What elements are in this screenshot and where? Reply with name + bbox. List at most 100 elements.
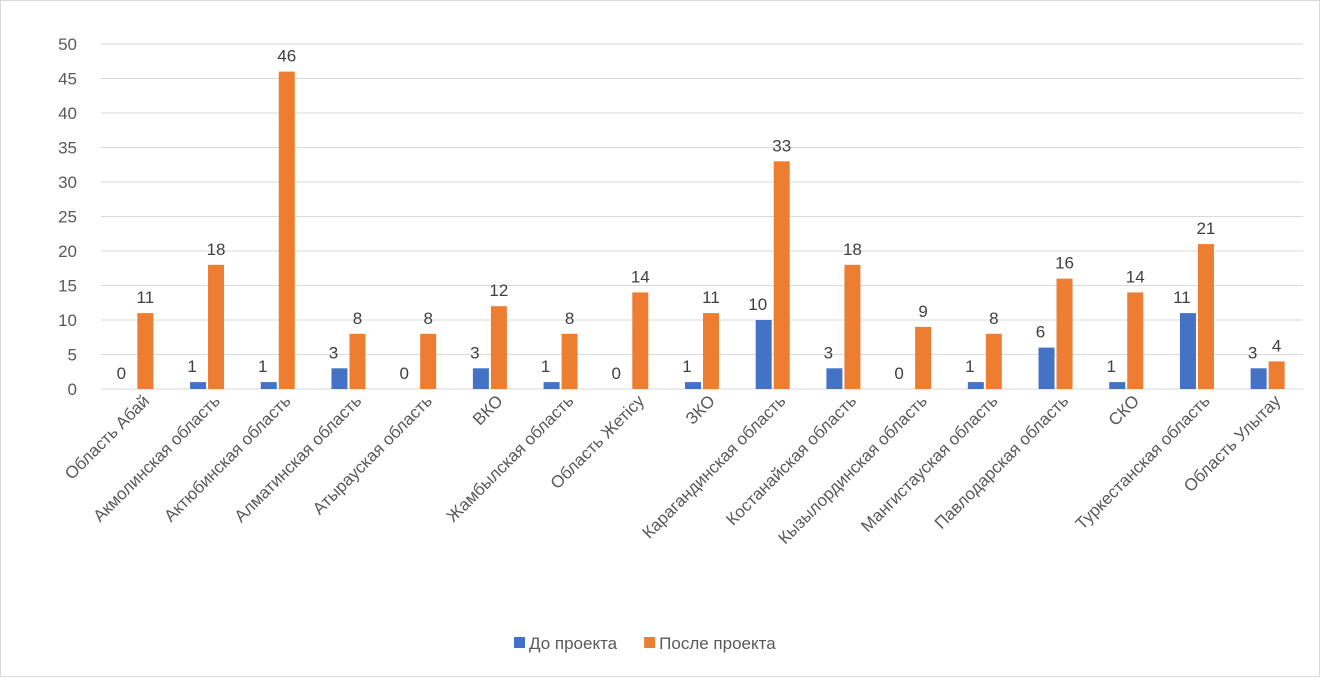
data-label: 4 — [1272, 336, 1281, 355]
bar-before — [190, 382, 207, 389]
x-tick-label: ВКО — [469, 391, 507, 429]
data-label: 1 — [965, 357, 974, 376]
bar-after — [137, 313, 154, 389]
y-tick-label: 25 — [58, 208, 77, 227]
data-label: 0 — [894, 364, 903, 383]
y-tick-label: 30 — [58, 173, 77, 192]
bar-after — [1127, 292, 1144, 389]
data-label: 46 — [277, 47, 296, 66]
legend-label: После проекта — [659, 634, 776, 653]
y-tick-label: 0 — [68, 380, 77, 399]
data-label: 18 — [843, 240, 862, 259]
data-label: 1 — [1107, 357, 1116, 376]
bar-after — [985, 333, 1002, 389]
data-label: 14 — [631, 267, 650, 286]
y-tick-label: 50 — [58, 35, 77, 54]
bar-after — [773, 161, 790, 389]
x-tick-label: Костанайская область — [722, 391, 860, 529]
x-tick-label: Кызылординская область — [775, 391, 932, 548]
bar-before — [1179, 313, 1196, 389]
bar-before — [967, 382, 984, 389]
bar-before — [331, 368, 348, 389]
data-label: 8 — [989, 309, 998, 328]
bar-after — [278, 71, 295, 389]
bar-after — [915, 326, 932, 389]
bar-before — [260, 382, 277, 389]
data-label: 1 — [682, 357, 691, 376]
bar-after — [349, 333, 366, 389]
data-label: 8 — [423, 309, 432, 328]
gridlines — [101, 43, 1303, 390]
data-label: 11 — [137, 288, 155, 307]
data-label: 1 — [258, 357, 267, 376]
x-tick-label: Жамбылская область — [443, 391, 578, 526]
data-label: 16 — [1055, 254, 1074, 273]
x-tick-label: ЗКО — [682, 391, 719, 428]
legend-label: До проекта — [529, 634, 618, 653]
x-tick-label: Алматинская область — [231, 391, 366, 526]
bar-before — [1250, 368, 1267, 389]
x-tick-label: Туркестанская область — [1072, 391, 1214, 533]
y-tick-label: 35 — [58, 139, 77, 158]
bar-before — [472, 368, 489, 389]
data-label: 3 — [329, 343, 338, 362]
data-label: 14 — [1126, 267, 1145, 286]
y-tick-label: 5 — [68, 346, 77, 365]
bars — [137, 71, 1285, 389]
legend: До проекта После проекта — [514, 634, 776, 653]
bar-after — [1056, 278, 1073, 389]
data-label: 0 — [612, 364, 621, 383]
data-label: 10 — [748, 295, 767, 314]
x-tick-label: Атырауская область — [309, 391, 436, 518]
x-tick-label: Акмолинская область — [90, 391, 224, 525]
x-tick-label: Мангистауская область — [857, 391, 1001, 535]
bar-before — [1109, 382, 1126, 389]
bar-before — [1038, 347, 1055, 389]
x-tick-label: СКО — [1105, 391, 1143, 429]
data-label: 8 — [565, 309, 574, 328]
data-label: 33 — [772, 136, 791, 155]
bar-before — [826, 368, 843, 389]
bar-after — [208, 264, 225, 389]
bar-after — [632, 292, 649, 389]
bar-after — [1197, 244, 1214, 389]
bar-before — [755, 320, 772, 389]
bar-after — [561, 333, 578, 389]
data-label: 21 — [1196, 219, 1215, 238]
data-label: 6 — [1036, 323, 1045, 342]
bar-after — [844, 264, 861, 389]
y-axis-ticks: 0 5 10 15 20 25 30 35 40 45 50 — [58, 35, 77, 399]
y-tick-label: 45 — [58, 70, 77, 89]
bar-after — [1268, 361, 1285, 389]
data-label: 3 — [1248, 343, 1257, 362]
data-label: 12 — [489, 281, 508, 300]
data-label: 3 — [824, 343, 833, 362]
data-label: 11 — [1173, 288, 1191, 307]
data-label: 3 — [470, 343, 479, 362]
x-tick-label: Павлодарская область — [931, 391, 1073, 533]
legend-swatch — [514, 637, 525, 648]
bar-after — [420, 333, 437, 389]
bar-after — [490, 306, 507, 389]
data-label: 9 — [918, 302, 927, 321]
legend-swatch — [644, 637, 656, 648]
data-label: 8 — [353, 309, 362, 328]
bar-after — [703, 313, 719, 389]
data-label: 11 — [702, 288, 720, 307]
data-label: 1 — [187, 357, 196, 376]
bar-before — [685, 382, 701, 389]
y-tick-label: 20 — [58, 242, 77, 261]
data-label: 0 — [117, 364, 126, 383]
y-tick-label: 40 — [58, 104, 77, 123]
y-tick-label: 15 — [58, 277, 77, 296]
bar-before — [543, 382, 560, 389]
data-label: 1 — [541, 357, 550, 376]
x-tick-label: Актюбинская область — [160, 391, 294, 525]
data-label: 0 — [399, 364, 408, 383]
y-tick-label: 10 — [58, 311, 77, 330]
x-tick-label: Карагандинская область — [639, 391, 790, 542]
